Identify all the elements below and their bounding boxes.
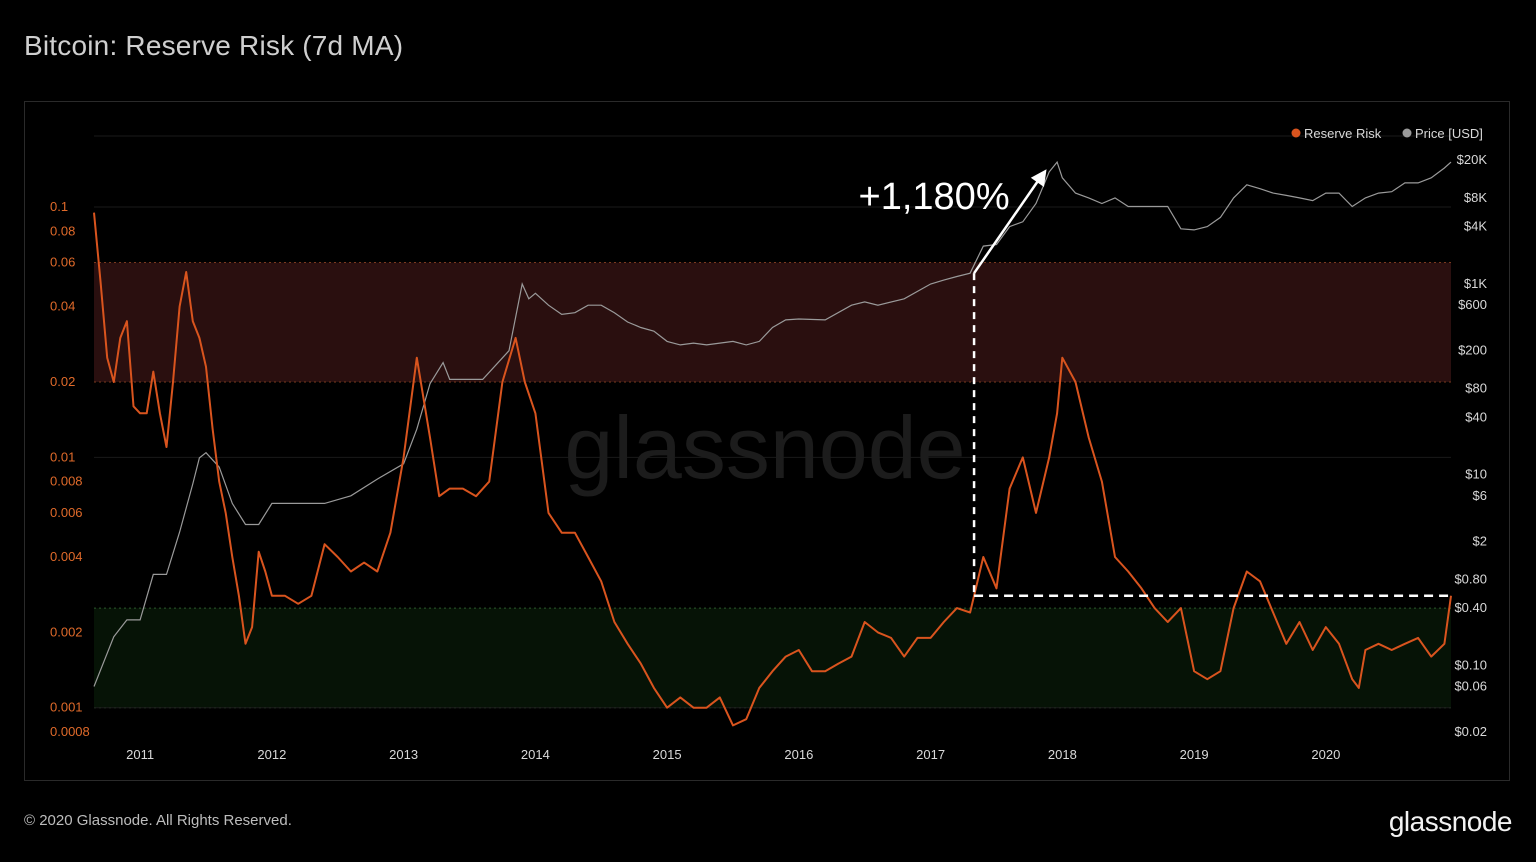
annotation-label: +1,180% <box>859 176 1010 218</box>
x-tick-label: 2019 <box>1180 747 1209 762</box>
high-risk-band <box>94 262 1451 382</box>
right-tick-label: $1K <box>1464 276 1487 291</box>
x-tick-label: 2018 <box>1048 747 1077 762</box>
right-tick-label: $0.06 <box>1454 679 1487 694</box>
left-tick-label: 0.08 <box>50 223 75 238</box>
right-tick-label: $600 <box>1458 297 1487 312</box>
x-tick-label: 2012 <box>257 747 286 762</box>
right-tick-label: $0.10 <box>1454 657 1487 672</box>
left-tick-label: 0.01 <box>50 449 75 464</box>
watermark: glassnode <box>564 398 965 497</box>
chart-panel <box>24 101 1510 781</box>
x-tick-label: 2013 <box>389 747 418 762</box>
price-line <box>93 160 1452 687</box>
left-tick-label: 0.04 <box>50 299 75 314</box>
legend-swatch-reserve-risk <box>1291 128 1301 138</box>
left-tick-label: 0.1 <box>50 199 68 214</box>
legend-label-price[interactable]: Price [USD] <box>1415 126 1483 141</box>
right-tick-label: $0.40 <box>1454 600 1487 615</box>
x-tick-label: 2017 <box>916 747 945 762</box>
right-tick-label: $40 <box>1465 409 1487 424</box>
right-tick-label: $200 <box>1458 343 1487 358</box>
left-tick-label: 0.008 <box>50 474 83 489</box>
right-tick-label: $2 <box>1473 533 1487 548</box>
legend-swatch-price <box>1402 128 1412 138</box>
left-tick-label: 0.0008 <box>50 724 90 739</box>
annotations: +1,180% <box>859 169 1451 598</box>
reserve-risk-series <box>93 212 1452 727</box>
left-tick-label: 0.06 <box>50 255 75 270</box>
page-title: Bitcoin: Reserve Risk (7d MA) <box>24 30 404 61</box>
left-tick-label: 0.002 <box>50 624 83 639</box>
x-tick-label: 2016 <box>784 747 813 762</box>
left-tick-label: 0.004 <box>50 549 83 564</box>
left-axis: 0.1 0.08 0.06 0.04 0.02 0.01 0.008 0.006 0.004 0.… <box>50 199 90 739</box>
glassnode-logo[interactable]: glassnode <box>1388 806 1513 837</box>
right-tick-label: $80 <box>1465 381 1487 396</box>
right-tick-label: $20K <box>1457 152 1488 167</box>
reserve-risk-line <box>93 212 1452 727</box>
x-tick-label: 2020 <box>1311 747 1340 762</box>
annotation-arrow-line <box>973 176 1042 274</box>
annotation-arrow-head <box>1030 169 1047 187</box>
low-risk-band <box>94 608 1451 708</box>
copyright-text: © 2020 Glassnode. All Rights Reserved. <box>24 812 292 829</box>
right-axis: $20K $8K $4K $1K $600 $200 $80 $40 $10 $6 $2 $0.80 $… <box>1454 152 1487 739</box>
x-tick-label: 2015 <box>653 747 682 762</box>
legend[interactable]: Reserve Risk Price [USD] <box>1291 126 1483 141</box>
grid-lines <box>94 135 1451 709</box>
x-tick-label: 2011 <box>126 747 154 762</box>
left-tick-label: 0.02 <box>50 374 75 389</box>
right-tick-label: $8K <box>1464 190 1487 205</box>
right-tick-label: $0.80 <box>1454 571 1487 586</box>
right-tick-label: $10 <box>1465 467 1487 482</box>
left-tick-label: 0.006 <box>50 505 83 520</box>
x-axis: 2011 2012 2013 2014 2015 2016 2017 2018 2019 2020 <box>126 747 1340 762</box>
legend-label-reserve-risk[interactable]: Reserve Risk <box>1304 126 1382 141</box>
x-tick-label: 2014 <box>521 747 550 762</box>
left-tick-label: 0.001 <box>50 700 83 715</box>
right-tick-label: $6 <box>1473 488 1487 503</box>
price-series <box>93 160 1452 687</box>
right-tick-label: $4K <box>1464 219 1487 234</box>
right-tick-label: $0.02 <box>1454 724 1487 739</box>
